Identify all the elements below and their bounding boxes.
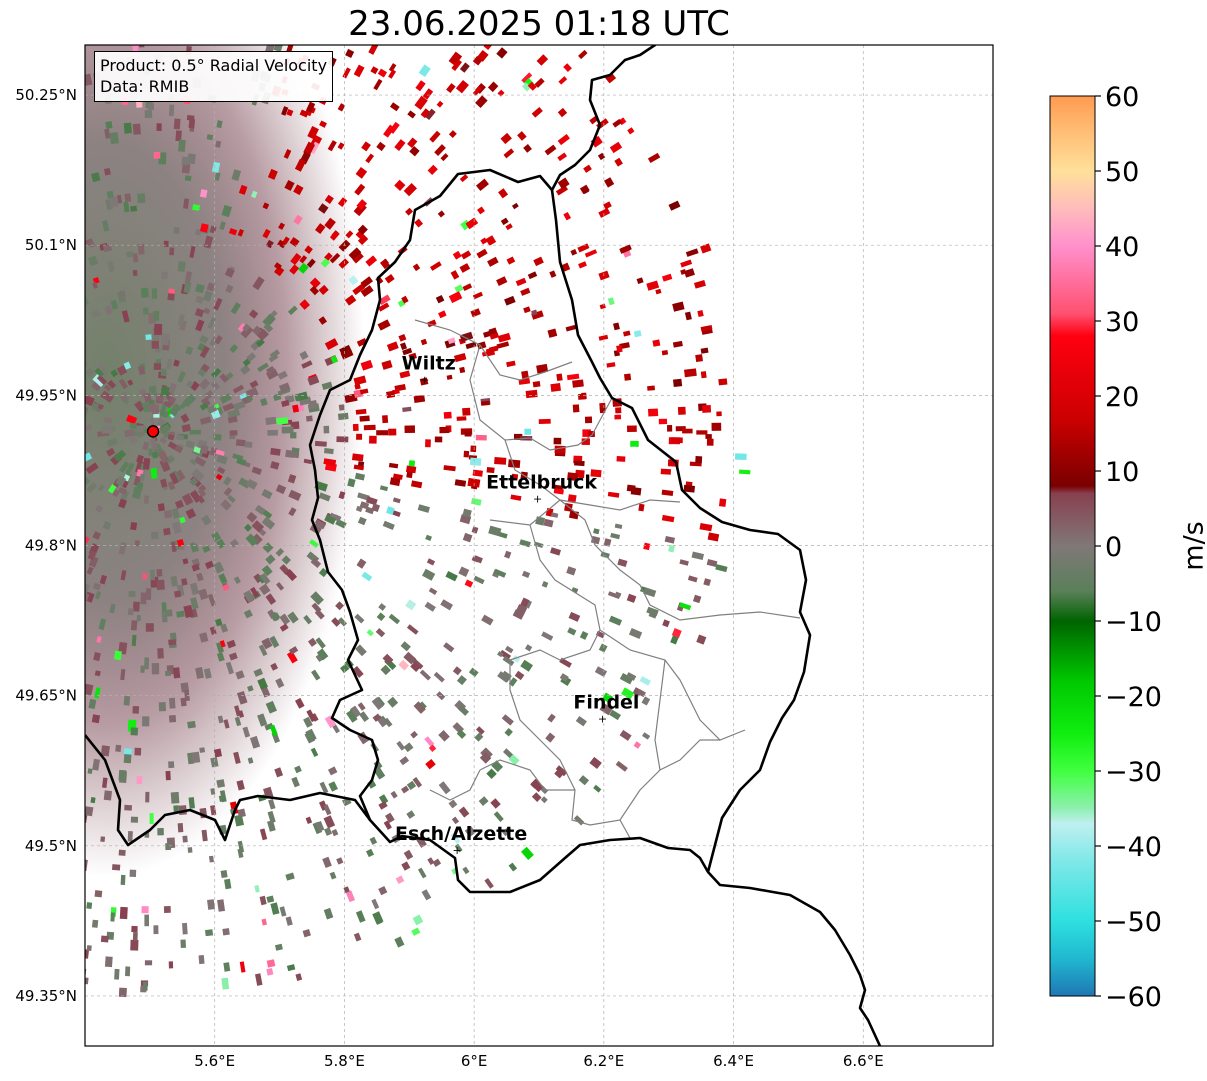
latitude-tick-labels: 50.25°N 50.1°N 49.95°N 49.8°N 49.65°N 49.5°N 4… [15, 86, 77, 1005]
lat-tick-label: 49.35°N [15, 987, 77, 1005]
city-label: Findel [573, 692, 639, 714]
city-label: Wiltz [402, 352, 456, 374]
map-frame [84, 44, 994, 1047]
city-marker: + [453, 844, 462, 857]
product-info-box: Product: 0.5° Radial Velocity Data: RMIB [94, 51, 334, 102]
colorbar-tick-label: 30 [1105, 307, 1139, 338]
lon-tick-label: 5.6°E [194, 1052, 235, 1070]
lon-tick-label: 5.8°E [324, 1052, 365, 1070]
lat-tick-label: 49.8°N [25, 537, 77, 555]
lat-tick-label: 49.95°N [15, 386, 77, 404]
lon-tick-label: 6.6°E [843, 1052, 884, 1070]
city-label: Esch/Alzette [395, 823, 527, 845]
colorbar-ticks: 60 50 40 30 20 10 0 −10 −20 −30 −40 −50 −60 [1095, 82, 1162, 1013]
city-findel: +Findel [573, 692, 639, 726]
velocity-echo-layer [85, 45, 751, 998]
product-line: Product: 0.5° Radial Velocity [100, 56, 328, 75]
colorbar-tick-label: −60 [1105, 982, 1162, 1013]
colorbar-tick-label: −10 [1105, 607, 1162, 638]
canton-boundary-line [414, 319, 573, 381]
canton-boundary-line [479, 759, 575, 791]
data-source-line: Data: RMIB [100, 77, 190, 96]
city-wiltz: +Wiltz [402, 352, 456, 386]
city-marker: + [598, 713, 607, 726]
canton-boundaries [414, 319, 801, 839]
colorbar-tick-label: −40 [1105, 832, 1162, 863]
canton-boundary-line [619, 739, 720, 821]
city-label: Ettelbruck [486, 471, 597, 493]
radar-site-marker [146, 425, 160, 438]
colorbar-unit-label: m/s [1179, 521, 1207, 570]
canton-boundary-line [559, 499, 801, 621]
longitude-tick-labels: 5.6°E 5.8°E 6°E 6.2°E 6.4°E 6.6°E [194, 1052, 883, 1070]
lon-tick-label: 6°E [461, 1052, 488, 1070]
colorbar-tick-label: 50 [1105, 157, 1139, 188]
map-title: 23.06.2025 01:18 UTC [348, 4, 730, 44]
lat-tick-label: 50.1°N [25, 236, 77, 254]
lat-tick-label: 50.25°N [15, 86, 77, 104]
map-area[interactable]: +Wiltz+Ettelbruck+Findel+Esch/Alzette [75, 30, 993, 1046]
canton-boundary-line [429, 769, 481, 801]
colorbar-tick-label: 0 [1105, 532, 1122, 563]
canton-boundary-line [509, 660, 631, 839]
lat-tick-label: 49.65°N [15, 687, 77, 705]
lon-tick-label: 6.2°E [583, 1052, 624, 1070]
canton-boundary-line [654, 659, 666, 771]
colorbar-tick-label: 20 [1105, 382, 1139, 413]
colorbar-tick-label: 60 [1105, 82, 1139, 113]
lat-tick-label: 49.5°N [25, 837, 77, 855]
colorbar-tick-label: −20 [1105, 682, 1162, 713]
colorbar-tick-label: 10 [1105, 457, 1139, 488]
colorbar-gradient [1049, 95, 1096, 997]
colorbar-tick-label: −50 [1105, 907, 1162, 938]
canton-boundary-line [469, 344, 613, 451]
country-border-line [707, 871, 882, 1046]
country-border-line [85, 734, 372, 847]
city-esch-alzette: +Esch/Alzette [395, 823, 527, 857]
city-labels: +Wiltz+Ettelbruck+Findel+Esch/Alzette [395, 352, 639, 856]
country-border-line [308, 168, 812, 894]
city-ettelbruck: +Ettelbruck [486, 471, 597, 505]
colorbar-tick-label: −30 [1105, 757, 1162, 788]
city-marker: + [533, 492, 542, 505]
country-border-line [550, 45, 657, 191]
radar-site-dot [146, 425, 160, 438]
lon-tick-label: 6.4°E [713, 1052, 754, 1070]
colorbar: 60 50 40 30 20 10 0 −10 −20 −30 −40 −50 −60 m/s [1049, 82, 1207, 1013]
city-marker: + [420, 373, 429, 386]
country-borders [85, 45, 882, 1046]
colorbar-tick-label: 40 [1105, 232, 1139, 263]
canton-boundary-line [504, 439, 681, 511]
